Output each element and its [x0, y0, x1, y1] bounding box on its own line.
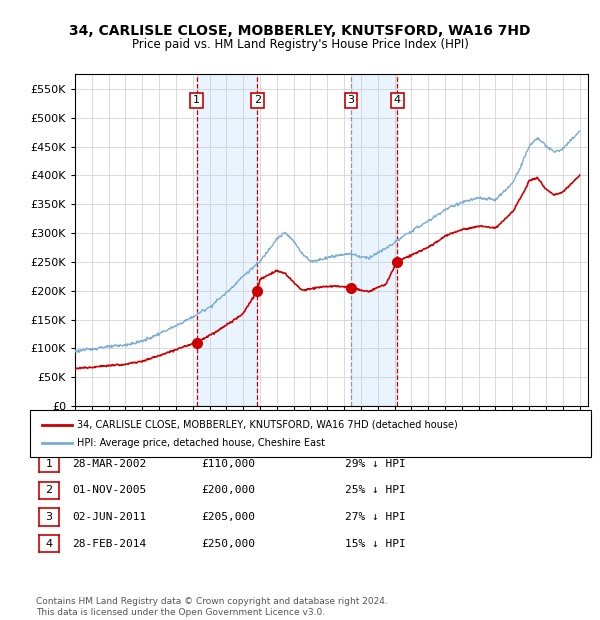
- Text: 28-FEB-2014: 28-FEB-2014: [72, 539, 146, 549]
- Text: £200,000: £200,000: [201, 485, 255, 495]
- Text: 34, CARLISLE CLOSE, MOBBERLEY, KNUTSFORD, WA16 7HD: 34, CARLISLE CLOSE, MOBBERLEY, KNUTSFORD…: [69, 24, 531, 38]
- Text: 29% ↓ HPI: 29% ↓ HPI: [345, 459, 406, 469]
- Text: 1: 1: [46, 459, 52, 469]
- Text: 34, CARLISLE CLOSE, MOBBERLEY, KNUTSFORD, WA16 7HD (detached house): 34, CARLISLE CLOSE, MOBBERLEY, KNUTSFORD…: [77, 420, 458, 430]
- Text: £205,000: £205,000: [201, 512, 255, 522]
- Text: 3: 3: [347, 95, 355, 105]
- Text: Price paid vs. HM Land Registry's House Price Index (HPI): Price paid vs. HM Land Registry's House …: [131, 38, 469, 51]
- Text: 27% ↓ HPI: 27% ↓ HPI: [345, 512, 406, 522]
- Text: 01-NOV-2005: 01-NOV-2005: [72, 485, 146, 495]
- Text: 2: 2: [46, 485, 52, 495]
- Text: 1: 1: [193, 95, 200, 105]
- Bar: [197, 74, 257, 406]
- Text: 4: 4: [394, 95, 401, 105]
- Text: HPI: Average price, detached house, Cheshire East: HPI: Average price, detached house, Ches…: [77, 438, 325, 448]
- Text: 4: 4: [46, 539, 52, 549]
- Text: 15% ↓ HPI: 15% ↓ HPI: [345, 539, 406, 549]
- Text: £250,000: £250,000: [201, 539, 255, 549]
- Bar: [351, 74, 397, 406]
- Text: 02-JUN-2011: 02-JUN-2011: [72, 512, 146, 522]
- Text: 25% ↓ HPI: 25% ↓ HPI: [345, 485, 406, 495]
- Text: 3: 3: [46, 512, 52, 522]
- Text: Contains HM Land Registry data © Crown copyright and database right 2024.
This d: Contains HM Land Registry data © Crown c…: [36, 598, 388, 617]
- Text: £110,000: £110,000: [201, 459, 255, 469]
- Text: 28-MAR-2002: 28-MAR-2002: [72, 459, 146, 469]
- Text: 2: 2: [254, 95, 261, 105]
